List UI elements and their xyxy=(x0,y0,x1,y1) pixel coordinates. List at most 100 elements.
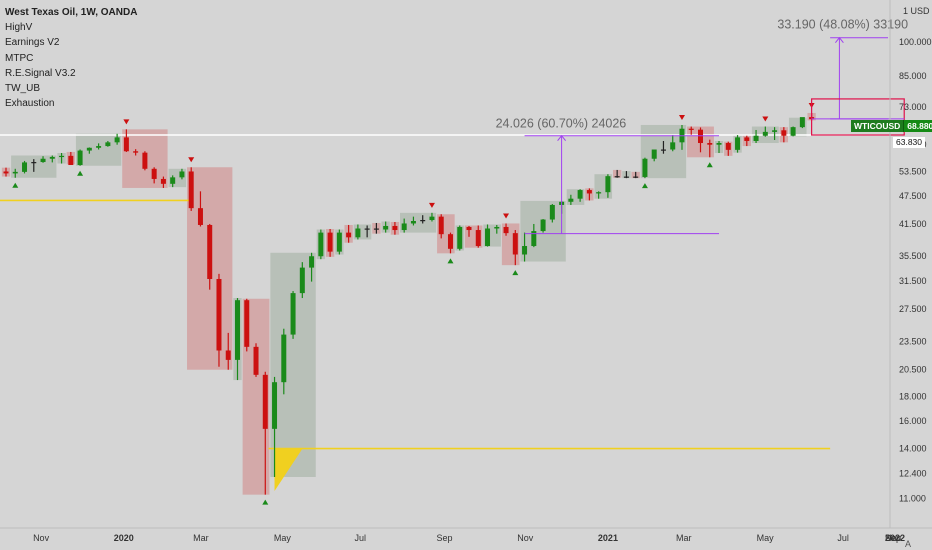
candle-body[interactable] xyxy=(772,130,778,132)
candle-body[interactable] xyxy=(77,150,83,166)
time-tick-label: Nov xyxy=(885,533,902,543)
candle-body[interactable] xyxy=(309,256,315,268)
candle-body[interactable] xyxy=(225,350,231,360)
candle-body[interactable] xyxy=(290,293,296,335)
indicator-exhaustion[interactable]: Exhaustion xyxy=(5,98,55,110)
candle-body[interactable] xyxy=(447,234,453,249)
candle-body[interactable] xyxy=(568,198,574,202)
candle-body[interactable] xyxy=(86,147,92,151)
candle-body[interactable] xyxy=(577,190,583,199)
candle-body[interactable] xyxy=(494,226,500,229)
candle-body[interactable] xyxy=(12,171,18,174)
candle-body[interactable] xyxy=(660,149,666,151)
candle-body[interactable] xyxy=(429,216,435,221)
candle-body[interactable] xyxy=(364,228,370,230)
candle-body[interactable] xyxy=(762,131,768,136)
candle-body[interactable] xyxy=(49,156,55,159)
candle-body[interactable] xyxy=(336,232,342,252)
candle-body[interactable] xyxy=(253,346,259,375)
candle-body[interactable] xyxy=(790,127,796,136)
symbol-title[interactable]: West Texas Oil, 1W, OANDA xyxy=(5,7,138,18)
candle-body[interactable] xyxy=(346,232,352,238)
candle-body[interactable] xyxy=(373,228,379,230)
candle-body[interactable] xyxy=(623,176,629,178)
candle-body[interactable] xyxy=(716,143,722,145)
candle-body[interactable] xyxy=(281,334,287,383)
candle-body[interactable] xyxy=(151,168,157,179)
candle-body[interactable] xyxy=(522,246,528,255)
candle-body[interactable] xyxy=(299,267,305,294)
candle-body[interactable] xyxy=(105,142,111,147)
candle-body[interactable] xyxy=(744,137,750,142)
candle-body[interactable] xyxy=(753,135,759,142)
candle-body[interactable] xyxy=(170,177,176,184)
candle-body[interactable] xyxy=(383,225,389,230)
indicator-earnings[interactable]: Earnings V2 xyxy=(5,37,60,49)
candle-body[interactable] xyxy=(651,149,657,159)
target-box[interactable] xyxy=(811,98,905,136)
candle-body[interactable] xyxy=(272,382,278,429)
candle-body[interactable] xyxy=(642,158,648,177)
candle-body[interactable] xyxy=(512,233,518,255)
candle-body[interactable] xyxy=(466,226,472,231)
candle-body[interactable] xyxy=(318,232,324,257)
candle-body[interactable] xyxy=(688,128,694,130)
candle-body[interactable] xyxy=(22,162,28,172)
candle-body[interactable] xyxy=(586,190,592,194)
candle-body[interactable] xyxy=(475,230,481,247)
candle-body[interactable] xyxy=(262,374,268,429)
candle-body[interactable] xyxy=(160,178,166,184)
candle-body[interactable] xyxy=(614,176,620,178)
sell-signal-marker xyxy=(762,116,769,122)
candle-body[interactable] xyxy=(355,228,361,238)
candle-body[interactable] xyxy=(438,216,444,235)
candle-body[interactable] xyxy=(179,171,185,178)
candle-body[interactable] xyxy=(531,231,537,247)
candle-body[interactable] xyxy=(707,143,713,145)
price-tick-label: 20.500 xyxy=(899,365,927,375)
candle-body[interactable] xyxy=(207,224,213,279)
candle-body[interactable] xyxy=(401,223,407,231)
candle-body[interactable] xyxy=(123,137,129,152)
candle-body[interactable] xyxy=(244,300,250,347)
candle-body[interactable] xyxy=(781,130,787,136)
candle-body[interactable] xyxy=(40,158,46,163)
candle-body[interactable] xyxy=(503,226,509,234)
candle-body[interactable] xyxy=(633,176,639,178)
candle-body[interactable] xyxy=(133,151,139,153)
candle-body[interactable] xyxy=(31,162,37,164)
trend-zone xyxy=(400,212,437,233)
indicator-re-signal[interactable]: R.E.Signal V3.2 xyxy=(5,67,76,79)
candle-body[interactable] xyxy=(457,226,463,249)
candle-body[interactable] xyxy=(3,171,9,174)
candle-body[interactable] xyxy=(605,176,611,193)
candle-body[interactable] xyxy=(59,155,65,158)
candle-body[interactable] xyxy=(235,300,240,360)
candle-body[interactable] xyxy=(725,143,731,150)
candle-body[interactable] xyxy=(68,155,74,166)
candle-body[interactable] xyxy=(485,228,491,247)
candle-body[interactable] xyxy=(670,142,676,150)
candle-body[interactable] xyxy=(549,204,555,220)
candle-body[interactable] xyxy=(596,192,602,194)
candle-body[interactable] xyxy=(96,146,102,148)
candle-body[interactable] xyxy=(392,225,398,231)
candle-body[interactable] xyxy=(114,137,120,143)
candle-body[interactable] xyxy=(799,117,805,128)
candle-body[interactable] xyxy=(698,129,703,144)
candle-body[interactable] xyxy=(197,208,203,225)
current-price-badge[interactable]: WTICOUSD 68.880 xyxy=(851,120,932,132)
indicator-mtpc[interactable]: MTPC xyxy=(5,52,34,64)
candle-body[interactable] xyxy=(188,171,194,209)
candle-body[interactable] xyxy=(540,219,546,232)
auto-scale-toggle[interactable]: A xyxy=(905,539,912,549)
candle-body[interactable] xyxy=(735,137,741,150)
indicator-tw-ub[interactable]: TW_UB xyxy=(5,83,40,95)
candle-body[interactable] xyxy=(216,278,222,351)
candle-body[interactable] xyxy=(327,232,333,252)
candle-body[interactable] xyxy=(420,220,426,222)
indicator-highv[interactable]: HighV xyxy=(5,22,33,34)
candle-body[interactable] xyxy=(410,221,416,224)
candle-body[interactable] xyxy=(142,152,148,169)
